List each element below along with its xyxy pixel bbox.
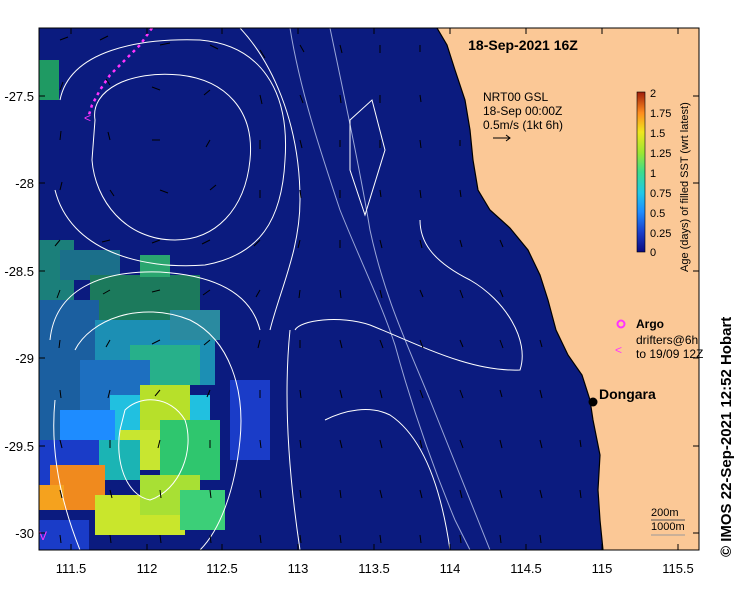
- lon-label: 113.5: [358, 561, 390, 576]
- colorbar: 2 1.75 1.5 1.25 1 0.75 0.5 0.25 0 Age (d…: [636, 88, 691, 272]
- colorbar-label: Age (days) of filled SST (wrt latest): [679, 102, 691, 272]
- axis-ticks: [39, 28, 699, 550]
- drifter-track: [86, 28, 154, 119]
- coastline: [436, 28, 604, 550]
- plot-frame: [38, 27, 700, 551]
- lon-label: 112.5: [206, 561, 238, 576]
- lat-label: -28.5: [4, 264, 34, 279]
- lat-label: -29: [15, 351, 34, 366]
- latitude-labels: -27.5 -28 -28.5 -29 -29.5 -30: [4, 89, 34, 541]
- longitude-labels: 111.5 112 112.5 113 113.5 114 114.5 115 …: [56, 561, 694, 576]
- lon-label: 113: [288, 561, 309, 576]
- depth-legend-200: 200m: [651, 507, 679, 519]
- current-vectors: [54, 35, 582, 544]
- product-info: NRT00 GSL 18-Sep 00:00Z 0.5m/s (1kt 6h): [483, 90, 563, 142]
- lon-label: 114.5: [510, 561, 542, 576]
- depth-legend-1000: 1000m: [651, 521, 685, 533]
- lon-label: 114: [440, 561, 461, 576]
- drifter-label-1: drifters@6h: [636, 333, 698, 347]
- lat-label: -27.5: [4, 89, 34, 104]
- colorbar-tick: 0: [650, 247, 656, 259]
- dongara-marker: [588, 397, 598, 407]
- scale-arrow-icon: [493, 134, 511, 142]
- colorbar-tick: 1.5: [650, 128, 665, 140]
- drifter-end-marker: <: [84, 111, 91, 125]
- lon-label: 115: [592, 561, 613, 576]
- colorbar-tick: 2: [650, 88, 656, 100]
- product-line-3: 0.5m/s (1kt 6h): [483, 118, 563, 132]
- land-area: [437, 28, 699, 550]
- argo-icon: [616, 319, 626, 329]
- product-line-1: NRT00 GSL: [483, 90, 548, 104]
- lon-label: 115.5: [662, 561, 694, 576]
- lat-label: -28: [15, 176, 34, 191]
- lat-label: -29.5: [4, 439, 34, 454]
- ssh-contours: [49, 28, 523, 550]
- colorbar-tick: 1.25: [650, 148, 671, 160]
- map-plot: < V: [39, 28, 699, 550]
- map-title: 18-Sep-2021 16Z: [468, 37, 578, 53]
- drifter-icon: <: [615, 343, 622, 357]
- credit-text: © IMOS 22-Sep-2021 12:52 Hobart: [718, 316, 735, 557]
- drifter-marker-bottom: V: [39, 529, 47, 543]
- depth-legend: 200m 1000m: [651, 507, 685, 536]
- product-line-2: 18-Sep 00:00Z: [483, 104, 562, 118]
- float-legend: Argo < drifters@6h to 19/09 12Z: [615, 317, 703, 361]
- lon-label: 111.5: [56, 561, 87, 576]
- colorbar-tick: 1.75: [650, 108, 671, 120]
- drifter-label-2: to 19/09 12Z: [636, 347, 703, 361]
- argo-label: Argo: [636, 317, 664, 331]
- colorbar-tick: 0.25: [650, 228, 671, 240]
- colorbar-tick: 0.75: [650, 188, 671, 200]
- colorbar-scale: [636, 91, 646, 253]
- lon-label: 112: [137, 561, 158, 576]
- colorbar-tick: 1: [650, 168, 656, 180]
- dongara-label: Dongara: [599, 386, 656, 402]
- lat-label: -30: [15, 526, 34, 541]
- colorbar-tick: 0.5: [650, 208, 665, 220]
